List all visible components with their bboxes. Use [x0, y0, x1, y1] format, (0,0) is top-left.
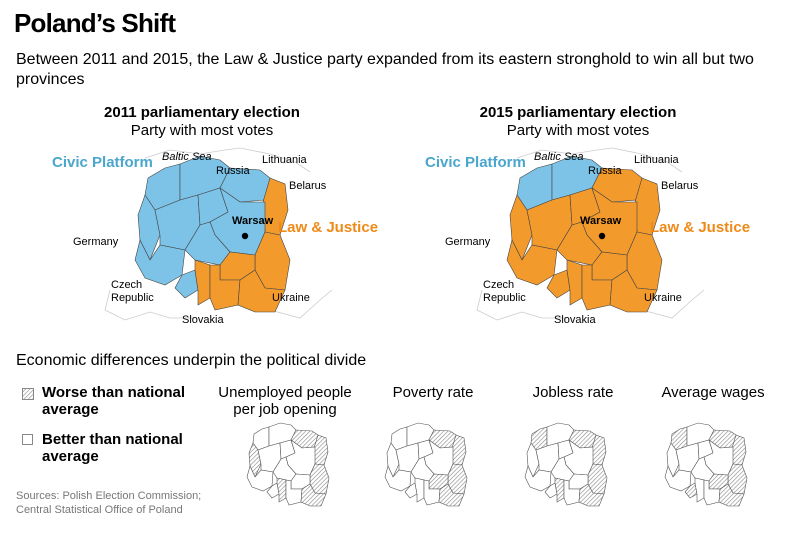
map-2011-slovakia-label: Slovakia [182, 314, 224, 326]
map-2011-title: 2011 parliamentary election Party with m… [72, 104, 332, 140]
neighbor-borders-2015 [476, 147, 705, 321]
map-2011-russia-label: Russia [216, 165, 250, 177]
metric-3-title: Jobless rate [532, 384, 614, 401]
section-title: Economic differences underpin the politi… [16, 352, 367, 369]
legend-better-label: Better than national average [42, 431, 183, 465]
map-2011-lithuania-label: Lithuania [262, 154, 307, 166]
metric-province [438, 483, 465, 507]
neighbor-borders [104, 147, 333, 321]
map-2015-subheading: Party with most votes [506, 122, 650, 139]
legend-better-swatch [22, 434, 33, 445]
province-shapes-2015 [506, 155, 663, 313]
map-2015-lithuania-label: Lithuania [634, 154, 679, 166]
map-2015-civic-label: Civic Platform [425, 154, 526, 171]
map-2011-subheading: Party with most votes [130, 122, 274, 139]
metric-province [300, 483, 327, 507]
metric-province [404, 482, 418, 499]
map-2011-baltic-label: Baltic Sea [162, 151, 212, 163]
map-2015-ukraine-label: Ukraine [644, 292, 682, 304]
map-2015-slovakia-label: Slovakia [554, 314, 596, 326]
metric-province [694, 477, 705, 503]
metric-4-title: Average wages [661, 384, 765, 401]
metric-province [684, 482, 698, 499]
page-subtitle: Between 2011 and 2015, the Law & Justice… [16, 51, 754, 88]
metric-province [544, 482, 558, 499]
map-2015-czech-label: Czech Republic [483, 279, 526, 304]
map-2015-title: 2015 parliamentary election Party with m… [448, 104, 708, 140]
map-2015-germany-label: Germany [445, 236, 491, 248]
metric-1-map [246, 422, 330, 507]
map-2015-heading: 2015 parliamentary election [479, 104, 677, 121]
metric-province [554, 477, 565, 503]
warsaw-marker-2015 [598, 232, 606, 240]
metric-2-map [384, 422, 468, 507]
map-2011-heading: 2011 parliamentary election [104, 104, 300, 121]
metric-province [718, 483, 745, 507]
legend-worse-label: Worse than national average [42, 384, 186, 418]
sources-note: Sources: Polish Election Commission; Cen… [16, 490, 202, 516]
map-2011-law-label: Law & Justice [278, 219, 379, 236]
legend-worse-swatch [22, 388, 34, 400]
map-2011-belarus-label: Belarus [289, 180, 327, 192]
map-2015-baltic-label: Baltic Sea [534, 151, 584, 163]
map-2011 [104, 147, 333, 321]
map-2015-belarus-label: Belarus [661, 180, 699, 192]
province-shapes [134, 155, 291, 313]
metric-1-title: Unemployed people per job opening [218, 384, 352, 418]
page-title: Poland’s Shift [14, 8, 176, 38]
map-2011-czech-label: Czech Republic [111, 279, 154, 304]
province-subcarpathian [609, 269, 658, 313]
map-2011-germany-label: Germany [73, 236, 119, 248]
metric-3-map [524, 422, 608, 507]
map-2015 [476, 147, 705, 321]
province-subcarpathian [237, 269, 286, 313]
province-opole [174, 269, 199, 299]
province-silesian [194, 259, 211, 306]
map-2015-russia-label: Russia [588, 165, 622, 177]
metric-4-map [664, 422, 748, 507]
metric-province [414, 477, 425, 503]
map-2011-ukraine-label: Ukraine [272, 292, 310, 304]
province-opole [546, 269, 571, 299]
map-2015-law-label: Law & Justice [650, 219, 751, 236]
map-2011-capital-label: Warsaw [232, 215, 274, 227]
metric-2-title: Poverty rate [392, 384, 474, 401]
warsaw-marker [241, 232, 249, 240]
metric-province [578, 483, 605, 507]
map-2011-civic-label: Civic Platform [52, 154, 153, 171]
province-silesian [566, 259, 583, 306]
metric-province [276, 477, 287, 503]
metric-province [266, 482, 280, 499]
map-2015-capital-label: Warsaw [580, 215, 622, 227]
